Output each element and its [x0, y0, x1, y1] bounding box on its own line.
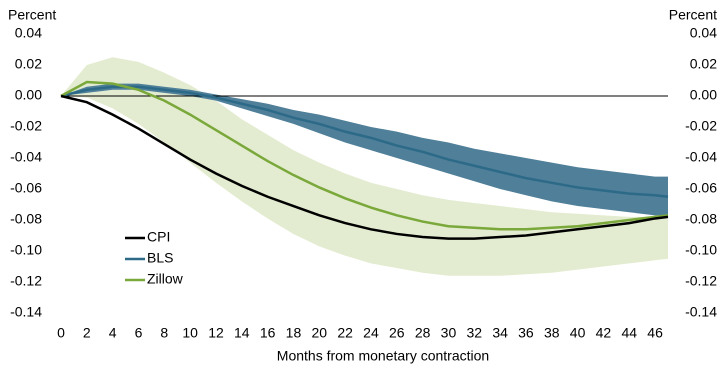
y-tick-label: -0.02	[10, 118, 42, 134]
x-tick-label: 12	[208, 325, 224, 341]
y2-tick-label: 0.02	[690, 56, 717, 72]
y2-tick-label: -0.04	[685, 149, 717, 165]
line	[60, 94, 669, 240]
y-tick-label: -0.08	[10, 211, 42, 227]
y2-tick-label: -0.06	[685, 180, 717, 196]
x-tick-label: 28	[415, 325, 431, 341]
x-tick-label: 18	[286, 325, 302, 341]
y2-tick-label: -0.14	[685, 304, 717, 320]
y-tick-label: -0.14	[10, 304, 42, 320]
legend-label: Zillow	[147, 271, 184, 287]
x-tick-label: 32	[466, 325, 482, 341]
x-tick-label: 22	[337, 325, 353, 341]
y2-tick-label: 0.00	[690, 87, 717, 103]
x-tick-label: 8	[160, 325, 168, 341]
y2-axis-title: Percent	[669, 7, 717, 23]
y2-tick-label: 0.04	[690, 25, 717, 41]
y2-tick-label: -0.02	[685, 118, 717, 134]
x-tick-label: 10	[182, 325, 198, 341]
x-tick-label: 44	[621, 325, 637, 341]
confidence-band	[61, 83, 668, 216]
y2-tick-label: -0.10	[685, 242, 717, 258]
confidence-band	[61, 57, 668, 276]
x-axis-title: Months from monetary contraction	[277, 348, 489, 364]
x-tick-label: 34	[492, 325, 508, 341]
x-tick-label: 4	[109, 325, 117, 341]
y-tick-label: -0.12	[10, 273, 42, 289]
y-tick-label: -0.06	[10, 180, 42, 196]
x-tick-label: 36	[518, 325, 534, 341]
x-tick-label: 42	[596, 325, 612, 341]
y-tick-label: 0.02	[15, 56, 42, 72]
y2-tick-label: -0.12	[685, 273, 717, 289]
x-tick-label: 24	[363, 325, 379, 341]
legend-label: BLS	[147, 250, 173, 266]
y-axis-title: Percent	[8, 7, 56, 23]
x-tick-label: 0	[57, 325, 65, 341]
x-tick-label: 26	[389, 325, 405, 341]
y2-tick-label: -0.08	[685, 211, 717, 227]
y-tick-label: 0.04	[15, 25, 42, 41]
x-tick-label: 38	[544, 325, 560, 341]
y-tick-label: -0.04	[10, 149, 42, 165]
line	[60, 85, 669, 198]
line	[60, 80, 669, 231]
y-tick-label: -0.10	[10, 242, 42, 258]
y-tick-label: 0.00	[15, 87, 42, 103]
x-tick-label: 6	[135, 325, 143, 341]
x-tick-label: 20	[312, 325, 328, 341]
legend-label: CPI	[147, 229, 170, 245]
x-tick-label: 16	[260, 325, 276, 341]
x-tick-label: 46	[647, 325, 663, 341]
x-tick-label: 2	[83, 325, 91, 341]
x-tick-label: 30	[441, 325, 457, 341]
x-tick-label: 40	[570, 325, 586, 341]
x-tick-label: 14	[234, 325, 250, 341]
